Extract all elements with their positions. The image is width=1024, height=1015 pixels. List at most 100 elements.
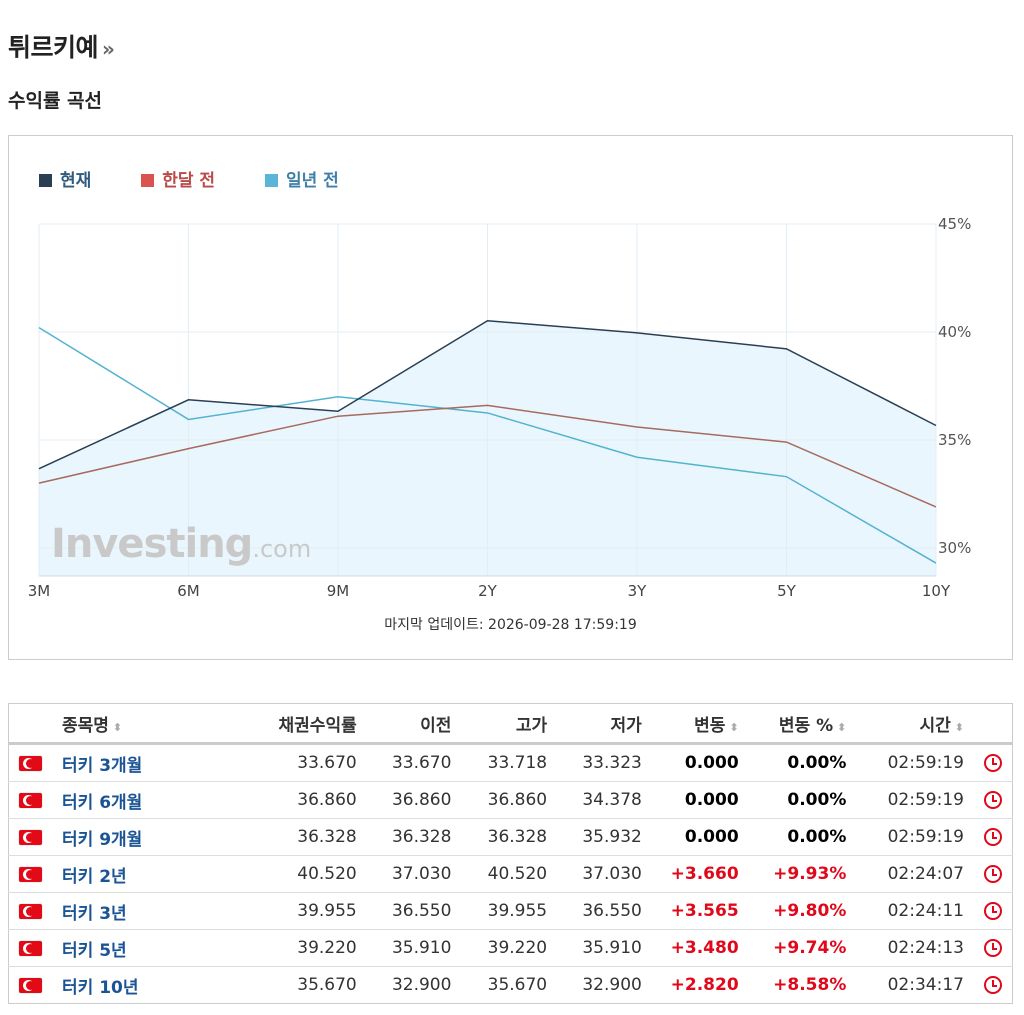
title-arrow-icon[interactable]: »: [102, 37, 115, 61]
cell-time: 02:24:11: [856, 892, 974, 930]
header-chg-label: 변동: [694, 715, 726, 736]
cell-time: 02:34:17: [887, 975, 964, 995]
last-update-text: 마지막 업데이트: 2026-09-28 17:59:19: [384, 617, 637, 633]
row-flag: [8, 855, 52, 893]
x-tick-label: 3Y: [628, 582, 648, 600]
table-header-row: 종목명 ⬍ 채권수익률 이전 고가 저가 변동 ⬍ 변동 % ⬍ 시간 ⬍: [8, 703, 1013, 745]
table-row: 터키 9개월 36.328 36.328 36.328 35.932 0.000…: [8, 818, 1013, 856]
legend-label-current: 현재: [60, 171, 92, 191]
series-line-1: [38, 404, 937, 508]
cell-chg: +3.660: [651, 855, 749, 893]
sort-icon[interactable]: ⬍: [112, 720, 123, 734]
header-flag: [8, 703, 52, 745]
cell-prev: 36.328: [366, 818, 462, 856]
cell-high: 40.520: [461, 855, 558, 893]
cell-prev: 33.670: [366, 743, 462, 782]
sort-icon[interactable]: ⬍: [837, 720, 847, 734]
row-alert: [973, 929, 1013, 967]
row-alert: [974, 967, 1013, 1004]
x-tick-label: 6M: [177, 582, 200, 600]
bond-name-link[interactable]: 터키 2년: [62, 866, 127, 887]
cell-yield: 36.860: [225, 781, 367, 819]
table-row: 터키 10년 35.670 32.900 35.670 32.900 +2.82…: [9, 967, 1013, 1004]
header-time-label: 시간: [919, 715, 951, 736]
clock-icon[interactable]: [983, 976, 1002, 994]
sort-icon[interactable]: ⬍: [729, 720, 739, 734]
legend-swatch-month-ago: [141, 174, 155, 187]
bond-name-link[interactable]: 터키 3년: [62, 903, 127, 924]
header-prev: 이전: [366, 703, 462, 745]
table-row: 터키 6개월 36.860 36.860 36.860 34.378 0.000…: [8, 781, 1013, 819]
header-chg-pct[interactable]: 변동 % ⬍: [748, 703, 857, 745]
cell-prev: 36.860: [366, 781, 462, 819]
bond-name-link[interactable]: 터키 10년: [62, 977, 139, 998]
row-alert: [973, 892, 1013, 930]
table-row: 터키 2년 40.520 37.030 40.520 37.030 +3.660…: [8, 855, 1013, 893]
watermark-suffix: .com: [252, 535, 312, 563]
clock-icon[interactable]: [983, 939, 1002, 957]
cell-chg: 0.000: [651, 818, 749, 856]
turkey-flag-icon: [19, 792, 42, 808]
cell-low: 33.323: [557, 743, 652, 782]
legend-item-month-ago[interactable]: 한달 전: [141, 166, 215, 191]
cell-low: 35.910: [557, 929, 652, 967]
turkey-flag-icon: [19, 903, 42, 919]
cell-high: 36.328: [461, 818, 558, 856]
cell-high: 39.955: [461, 892, 558, 930]
row-flag: [8, 818, 52, 856]
header-low: 저가: [557, 703, 652, 745]
watermark-main: Investing: [51, 521, 253, 567]
y-tick-label: 40%: [938, 323, 971, 341]
row-alert: [973, 855, 1013, 893]
header-chg[interactable]: 변동 ⬍: [651, 703, 749, 745]
cell-yield: 35.670: [297, 975, 357, 995]
x-tick-label: 5Y: [777, 582, 797, 600]
header-time[interactable]: 시간 ⬍: [856, 703, 974, 745]
chart-legend: 현재 한달 전 일년 전: [39, 166, 383, 191]
header-chg-pct-label: 변동 %: [778, 715, 834, 736]
sort-icon[interactable]: ⬍: [954, 720, 964, 734]
section-title: 수익률 곡선: [8, 90, 103, 112]
legend-swatch-year-ago: [264, 174, 278, 187]
row-alert: [973, 781, 1013, 819]
x-tick-label: 2Y: [478, 582, 498, 600]
cell-chg: 0.000: [651, 781, 749, 819]
x-tick-label: 3M: [28, 582, 51, 600]
series-line-2: [38, 327, 937, 564]
cell-low: 35.932: [557, 818, 652, 856]
cell-chg-pct: +9.74%: [748, 929, 857, 967]
clock-icon[interactable]: [983, 791, 1002, 809]
cell-yield: 39.220: [225, 929, 367, 967]
clock-icon[interactable]: [983, 865, 1002, 883]
legend-item-year-ago[interactable]: 일년 전: [264, 166, 339, 191]
cell-prev: 35.910: [366, 929, 462, 967]
legend-item-current[interactable]: 현재: [39, 166, 91, 191]
y-tick-label: 30%: [938, 539, 971, 557]
header-alert: [973, 703, 1013, 745]
table-row: 터키 3개월 33.670 33.670 33.718 33.323 0.000…: [8, 743, 1013, 782]
bond-name-link[interactable]: 터키 3개월: [62, 755, 143, 776]
cell-time: 02:24:07: [856, 855, 974, 893]
turkey-flag-icon: [19, 977, 42, 993]
row-flag: [8, 892, 52, 930]
x-tick-label: 10Y: [922, 582, 951, 600]
cell-chg: +2.820: [670, 975, 739, 995]
cell-chg-pct: +8.58%: [773, 975, 847, 995]
bond-name-link[interactable]: 터키 5년: [62, 940, 127, 961]
legend-label-month-ago: 한달 전: [162, 171, 216, 191]
clock-icon[interactable]: [983, 828, 1002, 846]
bond-name-link[interactable]: 터키 6개월: [62, 792, 143, 813]
cell-yield: 39.955: [225, 892, 367, 930]
yield-curve-chart: 30% 35% 40% 45% 3M 6M 9M 2Y 3Y 5Y 10Y 현재 한달 전 일년 전…: [8, 135, 1013, 660]
bond-name-link[interactable]: 터키 9개월: [62, 829, 143, 850]
cell-chg: 0.000: [651, 743, 749, 782]
y-tick-label: 45%: [938, 215, 971, 233]
row-flag: [8, 743, 52, 782]
table-row: 터키 5년 39.220 35.910 39.220 35.910 +3.480…: [8, 929, 1013, 967]
clock-icon[interactable]: [983, 754, 1002, 772]
header-name[interactable]: 종목명 ⬍: [52, 703, 226, 745]
clock-icon[interactable]: [983, 902, 1002, 920]
turkey-flag-icon: [19, 829, 42, 845]
header-yield: 채권수익률: [225, 703, 367, 745]
cell-high: 33.718: [461, 743, 558, 782]
